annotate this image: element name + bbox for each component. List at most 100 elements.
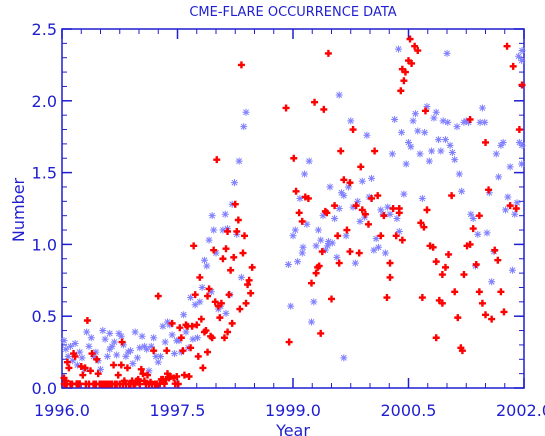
star-point <box>62 345 70 353</box>
cross-point <box>160 380 168 388</box>
star-point <box>474 230 482 238</box>
x-tick-label: 1996.0 <box>34 401 90 420</box>
star-point <box>305 157 313 165</box>
cross-point <box>216 314 224 322</box>
y-tick-label: 1.0 <box>32 235 57 254</box>
star-point <box>157 352 165 360</box>
cross-point <box>441 263 449 271</box>
cross-point <box>194 352 202 360</box>
series-crosses <box>60 35 526 388</box>
star-point <box>358 177 366 185</box>
star-point <box>347 117 355 125</box>
cross-point <box>323 209 331 217</box>
y-axis-title: Number <box>9 177 28 242</box>
star-point <box>488 278 496 286</box>
x-axis-title: Year <box>275 421 310 436</box>
star-point <box>76 348 84 356</box>
cross-point <box>423 206 431 214</box>
star-point <box>101 335 109 343</box>
cross-point <box>392 232 400 240</box>
cross-point <box>196 273 204 281</box>
cross-point <box>236 305 244 313</box>
cross-point <box>219 255 227 263</box>
cross-point <box>458 347 466 355</box>
star-point <box>414 127 422 135</box>
cross-point <box>411 42 419 50</box>
cross-point <box>245 276 253 284</box>
cross-point <box>208 334 216 342</box>
cross-point <box>482 311 489 319</box>
cross-point <box>234 216 242 224</box>
cross-point <box>488 315 496 323</box>
star-point <box>120 341 128 349</box>
star-point <box>437 147 445 155</box>
cross-point <box>211 298 219 306</box>
star-point <box>150 334 158 342</box>
cross-point <box>247 289 255 297</box>
cross-point <box>515 126 523 134</box>
cross-point <box>331 202 339 210</box>
cross-point <box>380 212 388 220</box>
cross-point <box>180 371 188 379</box>
series-stars <box>60 45 526 375</box>
star-point <box>465 118 473 126</box>
star-point <box>386 210 394 218</box>
star-point <box>92 348 100 356</box>
star-point <box>73 361 81 369</box>
cross-point <box>349 126 357 134</box>
y-tick-label: 0.5 <box>32 307 57 326</box>
cross-point <box>386 273 394 281</box>
cross-point <box>408 59 416 67</box>
star-point <box>428 147 436 155</box>
star-point <box>511 210 519 218</box>
star-point <box>381 249 389 257</box>
cross-point <box>503 42 511 50</box>
star-point <box>515 138 523 146</box>
cross-point <box>77 362 85 370</box>
cross-point <box>460 271 468 279</box>
star-point <box>423 103 431 111</box>
star-point <box>354 197 362 205</box>
cross-point <box>173 373 181 381</box>
cross-point <box>92 380 100 388</box>
cross-point <box>454 314 462 322</box>
star-point <box>515 52 523 60</box>
plot-frame <box>61 28 525 389</box>
cross-point <box>494 256 502 264</box>
star-point <box>113 351 121 359</box>
cross-point <box>76 380 84 388</box>
cross-point <box>340 176 348 184</box>
star-point <box>409 117 417 125</box>
star-point <box>307 318 315 326</box>
cross-point <box>177 334 185 342</box>
star-point <box>430 114 438 122</box>
star-point <box>298 249 306 257</box>
cross-point <box>244 281 252 289</box>
star-point <box>453 123 461 131</box>
star-point <box>492 150 500 158</box>
star-point <box>221 210 229 218</box>
cross-point <box>190 242 198 250</box>
cross-point <box>154 292 162 300</box>
x-tick-label: 1999.0 <box>265 401 321 420</box>
cross-point <box>337 147 345 155</box>
star-point <box>331 215 339 223</box>
star-point <box>495 173 503 181</box>
cross-point <box>438 271 446 279</box>
cross-point <box>117 361 125 369</box>
star-point <box>518 47 526 55</box>
cross-point <box>418 294 426 302</box>
cross-point <box>188 322 196 330</box>
star-point <box>85 342 93 350</box>
cross-point <box>224 328 232 336</box>
star-point <box>106 329 114 337</box>
star-point <box>294 258 302 266</box>
star-point <box>129 360 137 368</box>
star-point <box>395 227 403 235</box>
star-point <box>124 348 132 356</box>
star-point <box>122 352 130 360</box>
star-point <box>159 322 167 330</box>
cross-point <box>485 186 493 194</box>
star-point <box>222 309 230 317</box>
star-point <box>237 273 245 281</box>
